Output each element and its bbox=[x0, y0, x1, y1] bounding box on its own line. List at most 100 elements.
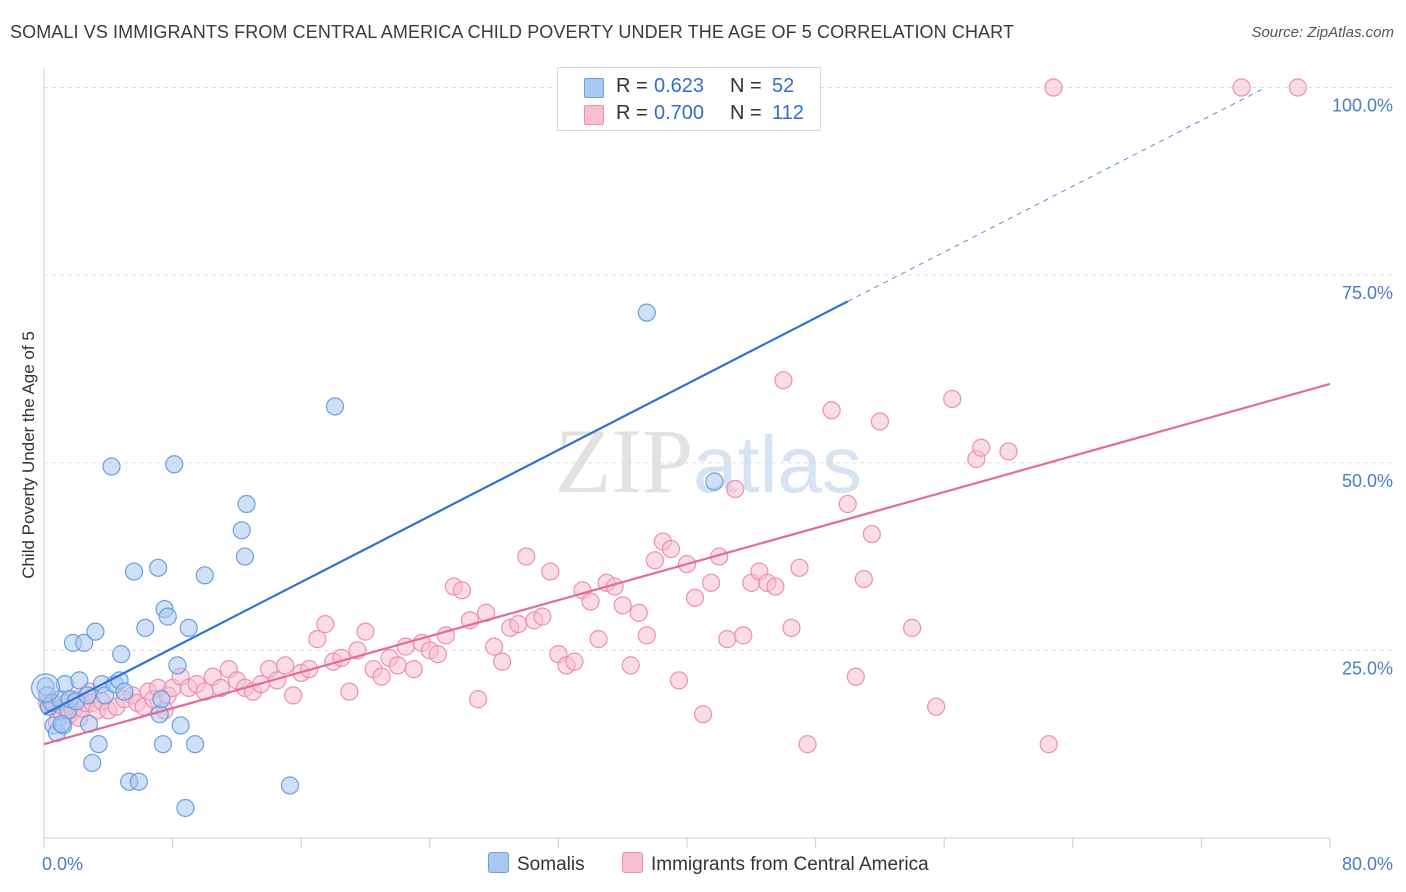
central-america-point bbox=[565, 652, 584, 671]
central-america-point bbox=[589, 630, 608, 649]
central-america-point bbox=[1044, 78, 1063, 97]
source-credit: Source: ZipAtlas.com bbox=[1251, 24, 1394, 41]
central-america-points bbox=[38, 78, 1307, 754]
central-america-point bbox=[927, 697, 946, 716]
somali-point bbox=[235, 547, 255, 566]
central-america-legend-swatch bbox=[622, 852, 643, 873]
central-america-point bbox=[846, 667, 865, 686]
central-america-point bbox=[999, 442, 1018, 461]
legend-r-label: R = bbox=[616, 102, 648, 124]
y-tick-label: 50.0% bbox=[1342, 471, 1393, 491]
central-america-point bbox=[822, 401, 841, 420]
legend-somali-n: 52 bbox=[772, 75, 795, 97]
somali-point bbox=[705, 472, 724, 491]
somali-point bbox=[171, 716, 190, 735]
somali-point bbox=[176, 798, 195, 818]
somali-point bbox=[89, 735, 108, 754]
somali-swatch bbox=[584, 78, 604, 98]
central-america-legend-label: Immigrants from Central America bbox=[651, 854, 929, 875]
somali-point bbox=[195, 566, 214, 585]
legend-central-america-r: 0.700 bbox=[654, 102, 705, 124]
central-america-point bbox=[485, 637, 504, 656]
central-america-point bbox=[388, 656, 407, 675]
legend-r-label: R = bbox=[616, 75, 648, 97]
central-america-point bbox=[790, 558, 809, 577]
somali-point bbox=[70, 671, 89, 690]
central-america-point bbox=[854, 569, 873, 589]
central-america-point bbox=[613, 596, 632, 615]
central-america-point bbox=[702, 573, 721, 592]
central-america-point bbox=[517, 547, 536, 566]
somali-point bbox=[158, 607, 177, 626]
central-america-point bbox=[428, 645, 447, 664]
central-america-point bbox=[661, 539, 681, 559]
central-america-point bbox=[669, 671, 689, 690]
somali-point bbox=[232, 521, 251, 540]
watermark: ZIPatlas bbox=[555, 408, 862, 514]
y-tick-label: 75.0% bbox=[1342, 283, 1393, 303]
central-america-point bbox=[685, 588, 705, 607]
central-america-trend-line bbox=[43, 382, 1331, 746]
somali-point bbox=[129, 772, 148, 791]
bottom-legend-central-america: Immigrants from Central America bbox=[622, 852, 929, 876]
central-america-point bbox=[782, 618, 801, 637]
somali-trend-extension bbox=[847, 87, 1266, 302]
x-tick-label: 0.0% bbox=[42, 854, 83, 874]
somali-points bbox=[31, 303, 724, 818]
central-america-point bbox=[726, 479, 745, 499]
central-america-point bbox=[404, 660, 423, 679]
somali-point bbox=[102, 457, 121, 476]
somali-legend-label: Somalis bbox=[517, 854, 585, 875]
central-america-point bbox=[1232, 78, 1251, 97]
y-axis-label: Child Poverty Under the Age of 5 bbox=[19, 331, 38, 579]
somali-point bbox=[186, 735, 205, 754]
watermark-zip: ZIP bbox=[555, 410, 693, 512]
y-tick-label: 25.0% bbox=[1342, 658, 1393, 678]
somali-point bbox=[136, 618, 155, 637]
somali-point bbox=[83, 753, 102, 773]
central-america-swatch bbox=[584, 105, 604, 125]
axes bbox=[43, 68, 1331, 848]
central-america-point bbox=[637, 626, 656, 645]
somali-point bbox=[153, 735, 173, 754]
somali-point bbox=[637, 303, 656, 322]
central-america-point bbox=[493, 652, 512, 671]
somali-legend-swatch bbox=[488, 852, 509, 873]
trend-lines bbox=[43, 87, 1331, 746]
central-america-point bbox=[902, 618, 922, 637]
somali-point bbox=[86, 622, 105, 641]
central-america-point bbox=[798, 735, 817, 754]
central-america-point bbox=[452, 581, 472, 600]
central-america-point bbox=[211, 678, 230, 698]
central-america-point bbox=[468, 690, 488, 709]
somali-point bbox=[115, 682, 134, 701]
central-america-point bbox=[1288, 78, 1307, 97]
central-america-point bbox=[774, 371, 793, 390]
central-america-point bbox=[718, 630, 737, 649]
somali-trend-line bbox=[43, 300, 849, 716]
central-america-point bbox=[308, 630, 327, 649]
central-america-point bbox=[509, 615, 528, 634]
central-america-point bbox=[316, 615, 335, 634]
legend-somali-r: 0.623 bbox=[654, 75, 705, 97]
central-america-point bbox=[332, 648, 351, 667]
somali-point bbox=[31, 673, 61, 703]
somali-point bbox=[124, 562, 144, 581]
central-america-point bbox=[838, 494, 857, 514]
central-america-point bbox=[1039, 735, 1058, 754]
somali-point bbox=[179, 618, 198, 637]
somali-point bbox=[112, 645, 131, 664]
somali-point bbox=[52, 714, 71, 734]
somali-point bbox=[168, 656, 187, 675]
x-tick-label: 80.0% bbox=[1342, 854, 1393, 874]
central-america-point bbox=[284, 686, 303, 705]
central-america-point bbox=[870, 412, 890, 431]
axis-labels: 25.0% 50.0% 75.0% 100.0% 0.0% 80.0% Child Pove… bbox=[19, 96, 1393, 874]
central-america-point bbox=[645, 551, 664, 570]
central-america-point bbox=[356, 622, 375, 641]
somali-point bbox=[325, 397, 345, 416]
central-america-point bbox=[943, 389, 962, 409]
central-america-point bbox=[372, 667, 391, 686]
central-america-point bbox=[541, 562, 560, 581]
